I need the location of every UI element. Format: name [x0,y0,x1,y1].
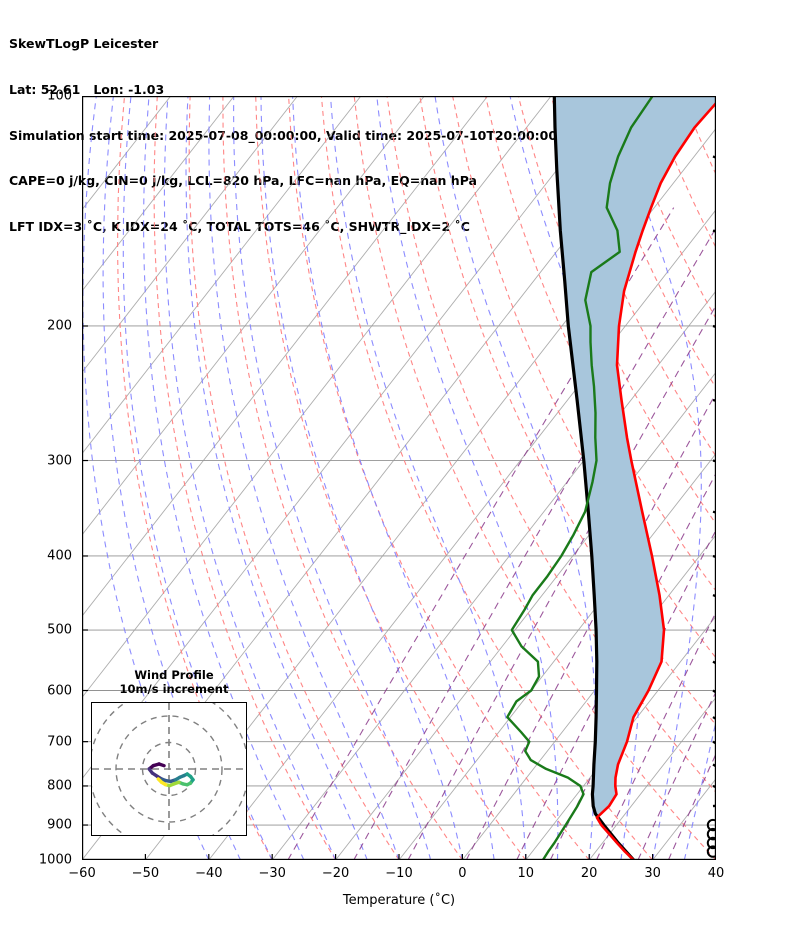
skewt-chart [82,96,716,860]
dry-adiabat-line [188,96,400,860]
moist-adiabat-line [683,718,716,860]
y-axis-tick-label: 900 [47,817,72,833]
isotherm-line [82,96,552,699]
isotherm-line [82,96,235,292]
x-axis-tick-label: −50 [131,866,160,881]
dry-adiabat-line [320,96,654,860]
dry-adiabat-line [353,96,716,860]
moist-adiabat-line [122,96,273,860]
x-axis-tick-label: −30 [258,866,286,881]
wind-barb-calm-circle [706,818,716,832]
moist-adiabat-line [163,96,337,860]
moist-adiabat-line [292,96,495,860]
dry-adiabat-line [288,96,590,860]
isotherm-line [462,534,716,860]
dry-adiabat-line [255,96,527,860]
dry-adiabat-line [648,96,716,249]
moist-adiabat-line [143,96,305,860]
isotherm-line [398,452,716,860]
hodograph-title: Wind Profile 10m/s increment [89,668,259,696]
y-axis-tick-label: 300 [47,453,72,469]
x-axis-tick-label: −40 [195,866,223,881]
header-indices-1: CAPE=0 j/kg, CIN=0 j/kg, LCL=820 hPa, LF… [9,173,477,189]
x-axis-tick-label: 20 [580,866,598,881]
hodograph-title-line2: 10m/s increment [119,682,229,696]
dry-adiabat-line [419,96,716,726]
moist-adiabat-line [208,96,400,860]
x-axis-tick-label: 0 [458,866,467,881]
x-axis-label: Temperature (˚C) [342,893,456,908]
isotherm-line [82,96,425,536]
dry-adiabat-line [117,96,273,860]
moist-adiabat-line [608,96,702,860]
hodograph-plot [88,688,250,850]
mixing-ratio-line [465,392,716,860]
y-axis-tick-label: 500 [47,622,72,638]
header-title: SkewTLogP Leicester [9,36,159,52]
wind-barb-calm-circle [706,827,716,841]
dry-adiabat-line [222,96,463,860]
wind-barb-column [706,155,716,858]
y-axis-tick-label: 800 [47,778,72,794]
x-axis-tick-label: −10 [385,866,413,881]
hodograph-inset [88,688,250,850]
moist-adiabat-line [434,96,597,860]
y-axis-tick-label: 600 [47,683,72,698]
moist-adiabat-line [233,96,432,860]
mixing-ratio-line [287,207,675,860]
header-location: Lat: 52.61 Lon: -1.03 [9,82,165,98]
dry-adiabat-line [681,96,716,176]
isotherm-line [652,777,716,860]
isotherm-line [271,290,716,860]
dry-adiabat-line [386,96,716,794]
moist-adiabat-line [329,96,527,860]
figure-header: SkewTLogP Leicester Lat: 52.61 Lon: -1.0… [9,6,709,264]
header-indices-2: LFT IDX=3 ˚C, K IDX=24 ˚C, TOTAL TOTS=46… [9,218,470,234]
hodograph-trace-segment [156,777,164,784]
y-axis-tick-label: 200 [47,318,72,334]
x-axis-tick-label: −60 [68,866,96,881]
x-axis-tick-label: −20 [321,866,350,881]
isotherm-line [82,96,489,617]
dry-adiabat-line [550,96,716,458]
wind-barb-calm-circle [706,836,716,850]
hodograph-title-line1: Wind Profile [134,668,214,682]
wind-barb-calm-circle [706,845,716,858]
isotherm-line [208,209,716,860]
moist-adiabat-line [185,96,368,860]
moist-adiabat-line [376,96,559,860]
temperature-profile-line [595,101,716,860]
isotherm-line [335,371,716,860]
plot-area [82,96,716,860]
mixing-ratio-line [595,611,716,860]
moist-adiabat-line [260,96,463,860]
parcel-path-line [552,96,635,860]
y-axis-tick-label: 1000 [38,852,72,868]
cape-shading-region [554,96,716,860]
isotherm-line [588,696,716,860]
y-axis-tick-label: 700 [47,734,72,750]
isotherm-line [82,96,362,455]
x-axis-tick-label: 30 [644,866,661,881]
y-axis-tick-label: 400 [47,548,72,564]
isotherm-line [82,96,298,374]
x-axis-tick-label: 10 [517,866,535,881]
dewpoint-profile-line [506,96,654,860]
mixing-ratio-line [667,752,716,860]
y-axis-tick-label: 100 [47,88,72,104]
x-axis-tick-label: 40 [707,866,725,881]
